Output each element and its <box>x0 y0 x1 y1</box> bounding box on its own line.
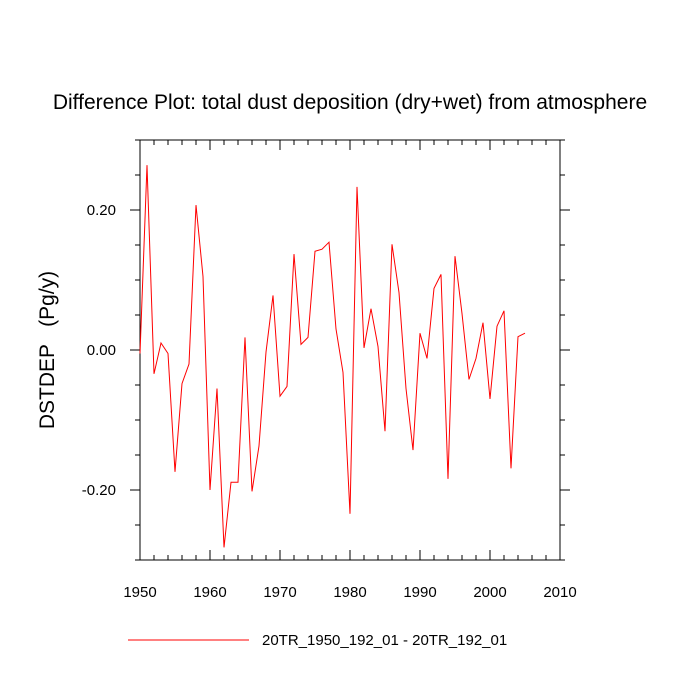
x-tick-label: 2000 <box>473 584 506 601</box>
y-axis-label: DSTDEP (Pg/y) <box>36 271 59 429</box>
y-tick-labels: -0.20 0.00 0.20 <box>82 202 116 499</box>
legend: 20TR_1950_192_01 - 20TR_192_01 <box>128 632 507 649</box>
series-line <box>139 165 526 548</box>
x-tick-label: 1970 <box>263 584 296 601</box>
y-tick-label: -0.20 <box>82 482 116 499</box>
chart-title: Difference Plot: total dust deposition (… <box>53 91 647 114</box>
legend-label: 20TR_1950_192_01 - 20TR_192_01 <box>262 632 507 649</box>
x-tick-label: 2010 <box>543 584 576 601</box>
y-tick-label: 0.00 <box>87 342 116 359</box>
major-ticks <box>130 140 570 560</box>
series-layer <box>139 165 526 548</box>
x-tick-labels: 1950 1960 1970 1980 1990 2000 2010 <box>123 584 576 601</box>
minor-ticks <box>135 139 565 561</box>
x-tick-label: 1950 <box>123 584 156 601</box>
x-tick-label: 1960 <box>193 584 226 601</box>
x-tick-label: 1980 <box>333 584 366 601</box>
y-tick-label: 0.20 <box>87 202 116 219</box>
x-tick-label: 1990 <box>403 584 436 601</box>
